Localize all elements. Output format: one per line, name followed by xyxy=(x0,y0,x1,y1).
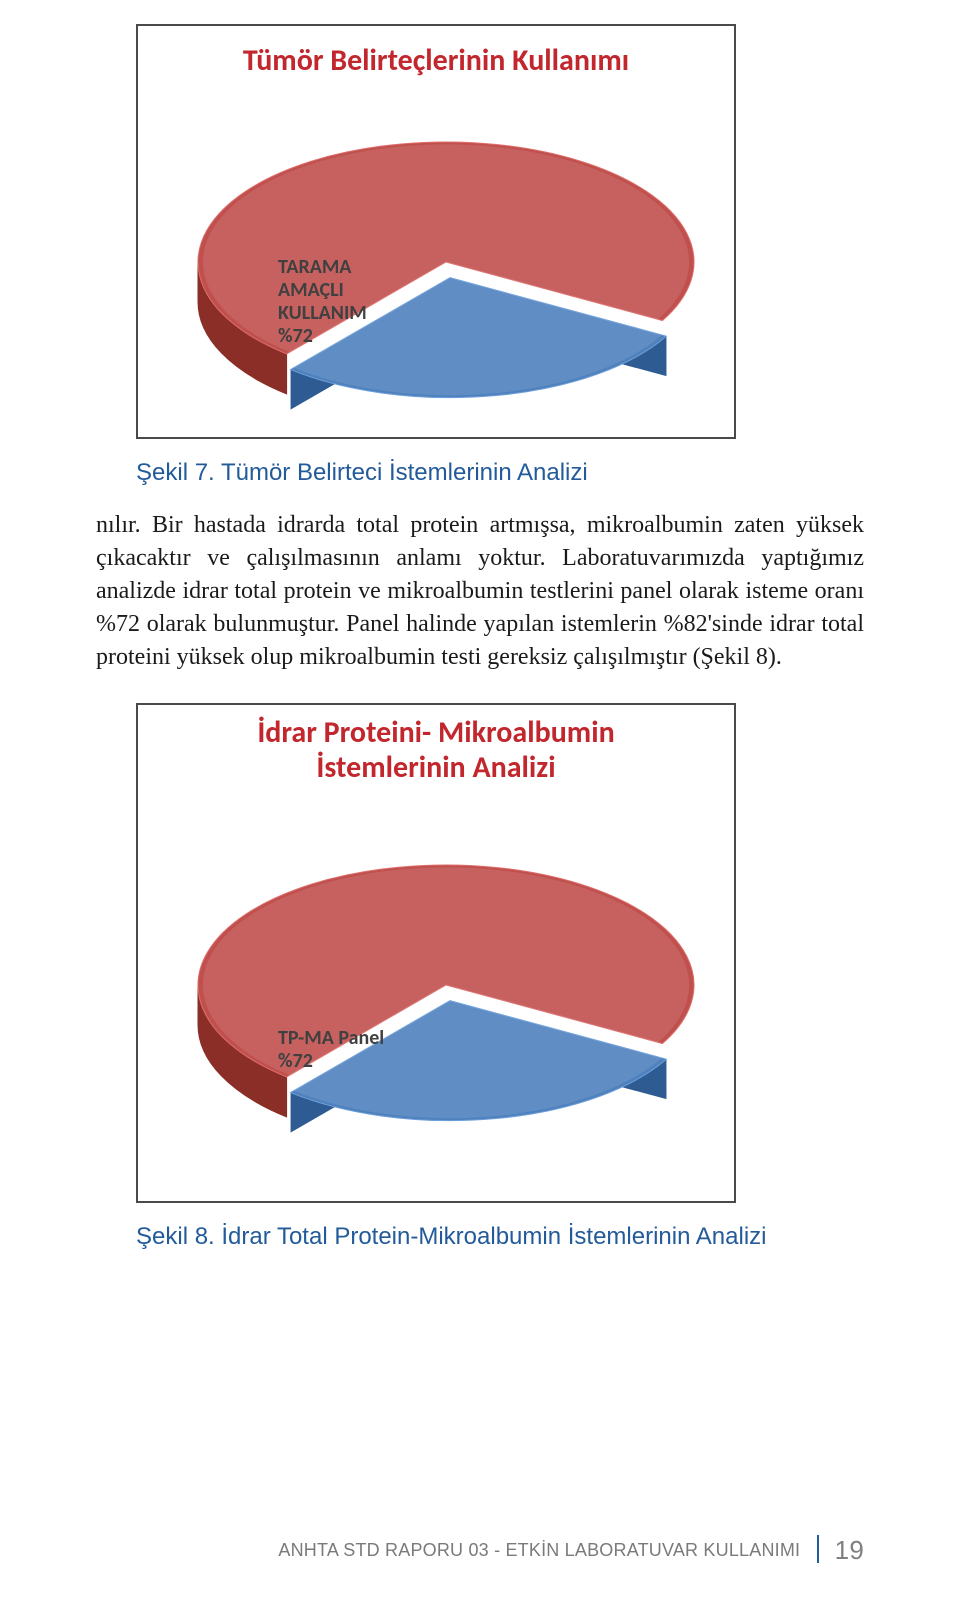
figure-7-title: Tümör Belirteçlerinin Kullanımı xyxy=(138,42,734,79)
page-number: 19 xyxy=(835,1535,864,1565)
figure-7-caption: Şekil 7. Tümör Belirteci İstemlerinin An… xyxy=(136,459,864,487)
figure-7-pie xyxy=(186,112,706,437)
body-paragraph: nılır. Bir hastada idrarda total protein… xyxy=(96,509,864,675)
figure-8-title: İdrar Proteini- Mikroalbumin İstemlerini… xyxy=(138,715,734,786)
figure-8-caption: Şekil 8. İdrar Total Protein-Mikroalbumi… xyxy=(136,1223,864,1251)
figure-7-slice-label: TARAMA AMAÇLI KULLANIM %72 xyxy=(278,256,367,348)
footer-text: ANHTA STD RAPORU 03 - ETKİN LABORATUVAR … xyxy=(278,1540,800,1560)
figure-8-slice-label: TP-MA Panel %72 xyxy=(278,1027,384,1073)
page: Tümör Belirteçlerinin Kullanımı TARAMA A… xyxy=(0,0,960,1612)
figure-7: Tümör Belirteçlerinin Kullanımı TARAMA A… xyxy=(136,24,736,439)
figure-8: İdrar Proteini- Mikroalbumin İstemlerini… xyxy=(136,703,736,1203)
figure-8-pie xyxy=(186,835,706,1160)
footer-divider xyxy=(817,1535,819,1563)
page-footer: ANHTA STD RAPORU 03 - ETKİN LABORATUVAR … xyxy=(278,1535,864,1566)
